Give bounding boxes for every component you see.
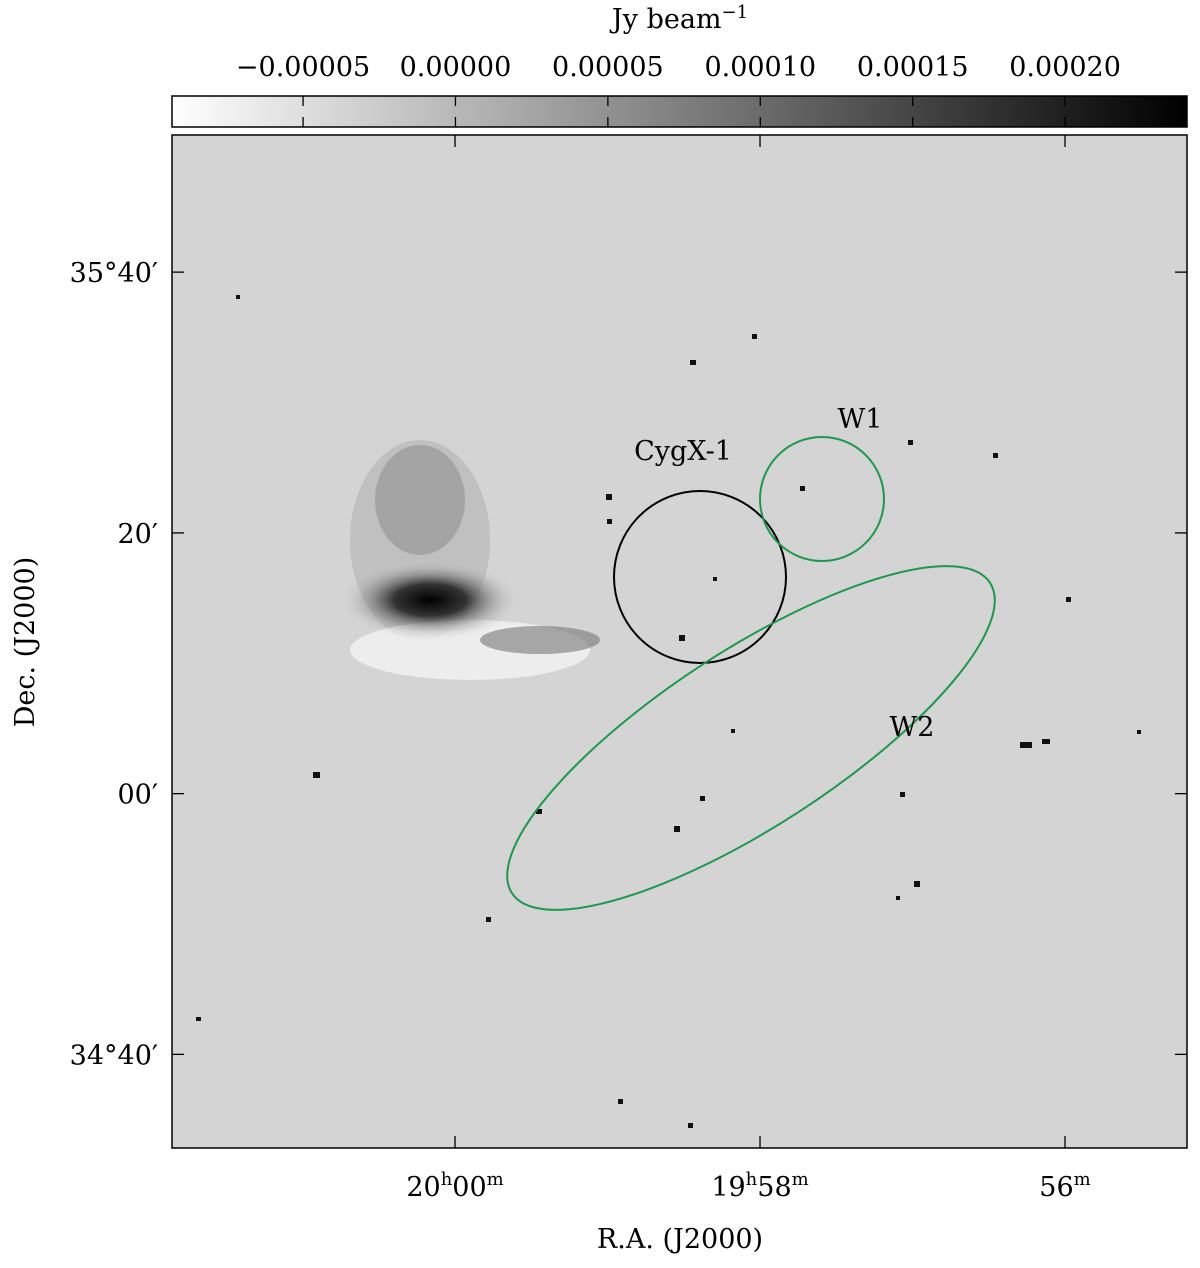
plot-frame bbox=[171, 134, 1188, 1149]
annotation-label: CygX-1 bbox=[634, 436, 732, 467]
x-tick-label-sup: h bbox=[746, 1169, 758, 1190]
point-sources bbox=[196, 295, 1141, 1128]
emission bbox=[340, 560, 520, 640]
colorbar-tick-label: −0.00005 bbox=[236, 52, 370, 83]
image-background bbox=[172, 135, 1187, 1148]
y-axis-label: Dec. (J2000) bbox=[10, 557, 41, 728]
annotation-label: W1 bbox=[838, 404, 883, 435]
colorbar-tick-label: 0.00020 bbox=[1009, 52, 1121, 83]
x-tick-label-sup: m bbox=[792, 1169, 809, 1190]
x-tick-label-sup: m bbox=[1074, 1169, 1091, 1190]
colorbar-label: Jy beam bbox=[609, 4, 722, 35]
x-tick-label: 56m bbox=[1039, 1169, 1090, 1203]
x-tick-label-sup: m bbox=[487, 1169, 504, 1190]
x-axis-label: R.A. (J2000) bbox=[597, 1224, 763, 1255]
x-tick-label-part: 58 bbox=[757, 1172, 791, 1203]
colorbar-tick-label: 0.00000 bbox=[400, 52, 512, 83]
y-tick-label: 20′ bbox=[118, 519, 159, 550]
annotation-label: W2 bbox=[890, 712, 935, 743]
image bbox=[172, 135, 1187, 1148]
x-tick-label: 19h58m bbox=[711, 1169, 808, 1203]
region-cygx1 bbox=[613, 490, 787, 664]
colorbar-title: Jy beam−1 bbox=[609, 2, 748, 35]
x-tick-label-part: 20 bbox=[406, 1172, 440, 1203]
x-tick-label: 20h00m bbox=[406, 1169, 503, 1203]
region-w2 bbox=[506, 565, 996, 911]
y-tick-label: 00′ bbox=[118, 780, 159, 811]
svg-text:Jy beam−1: Jy beam−1 bbox=[609, 2, 748, 35]
emission bbox=[375, 445, 465, 555]
colorbar-tick-label: 0.00010 bbox=[704, 52, 816, 83]
x-tick-label-part: 19 bbox=[711, 1172, 745, 1203]
region-w1 bbox=[759, 436, 885, 562]
x-tick-label-part: 00 bbox=[452, 1172, 486, 1203]
colorbar-tick-label: 0.00005 bbox=[552, 52, 664, 83]
x-tick-label-sup: h bbox=[441, 1169, 453, 1190]
colorbar-tick-label: 0.00015 bbox=[857, 52, 969, 83]
emission bbox=[480, 626, 600, 654]
colorbar-label-sup: −1 bbox=[722, 2, 749, 23]
x-tick-label-part: 56 bbox=[1039, 1172, 1073, 1203]
y-tick-label: 34°40′ bbox=[70, 1040, 158, 1071]
y-tick-label: 35°40′ bbox=[70, 258, 158, 289]
colorbar bbox=[171, 95, 1188, 128]
